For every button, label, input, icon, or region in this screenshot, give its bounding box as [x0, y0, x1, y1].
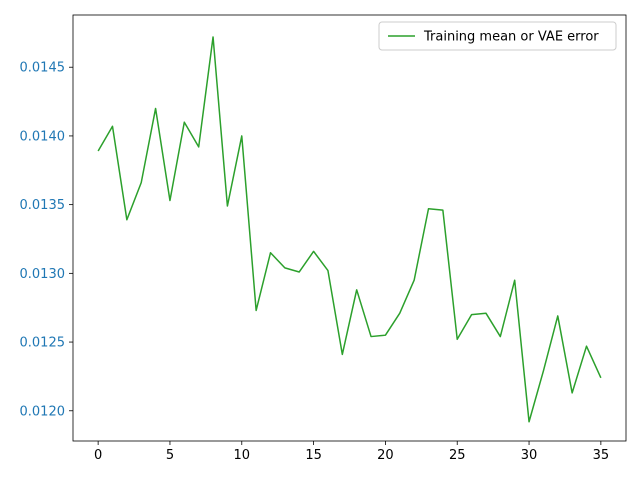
x-tick-label: 0	[94, 448, 102, 463]
y-tick-label: 0.0145	[20, 61, 66, 76]
x-tick-label: 30	[521, 448, 538, 463]
y-tick-label: 0.0140	[20, 129, 66, 144]
y-tick-label: 0.0135	[20, 198, 66, 213]
y-tick-label: 0.0125	[20, 336, 66, 351]
x-tick-label: 35	[593, 448, 610, 463]
legend-label: Training mean or VAE error	[423, 30, 599, 45]
x-tick-label: 20	[377, 448, 394, 463]
x-tick-label: 25	[449, 448, 466, 463]
x-tick-label: 10	[233, 448, 250, 463]
y-tick-label: 0.0120	[20, 404, 66, 419]
x-tick-label: 5	[166, 448, 174, 463]
y-tick-label: 0.0130	[20, 267, 66, 282]
legend: Training mean or VAE error	[379, 22, 616, 50]
x-tick-label: 15	[305, 448, 322, 463]
